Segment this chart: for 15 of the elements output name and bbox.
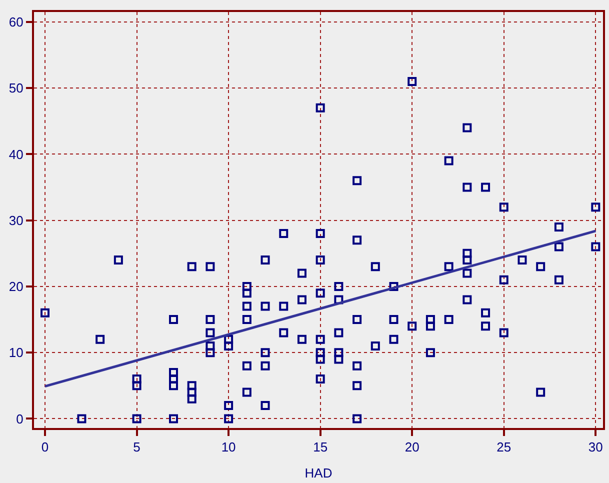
y-tick-label: 10 bbox=[8, 345, 24, 360]
y-tick-label: 30 bbox=[8, 212, 24, 228]
x-tick-label: 10 bbox=[221, 440, 236, 455]
x-tick-label: 30 bbox=[588, 440, 603, 455]
y-tick-label: 40 bbox=[8, 146, 24, 162]
x-tick-label: 20 bbox=[404, 440, 420, 455]
x-tick-label: 0 bbox=[41, 440, 49, 455]
y-tick-label: 60 bbox=[8, 14, 24, 30]
y-tick-label: 0 bbox=[16, 411, 24, 426]
y-tick-label: 50 bbox=[8, 80, 24, 96]
y-tick-label: 20 bbox=[8, 279, 24, 294]
x-tick-label: 25 bbox=[496, 440, 512, 455]
x-axis-title: HAD bbox=[304, 466, 332, 481]
x-tick-label: 15 bbox=[313, 440, 328, 455]
x-tick-label: 5 bbox=[133, 440, 140, 455]
